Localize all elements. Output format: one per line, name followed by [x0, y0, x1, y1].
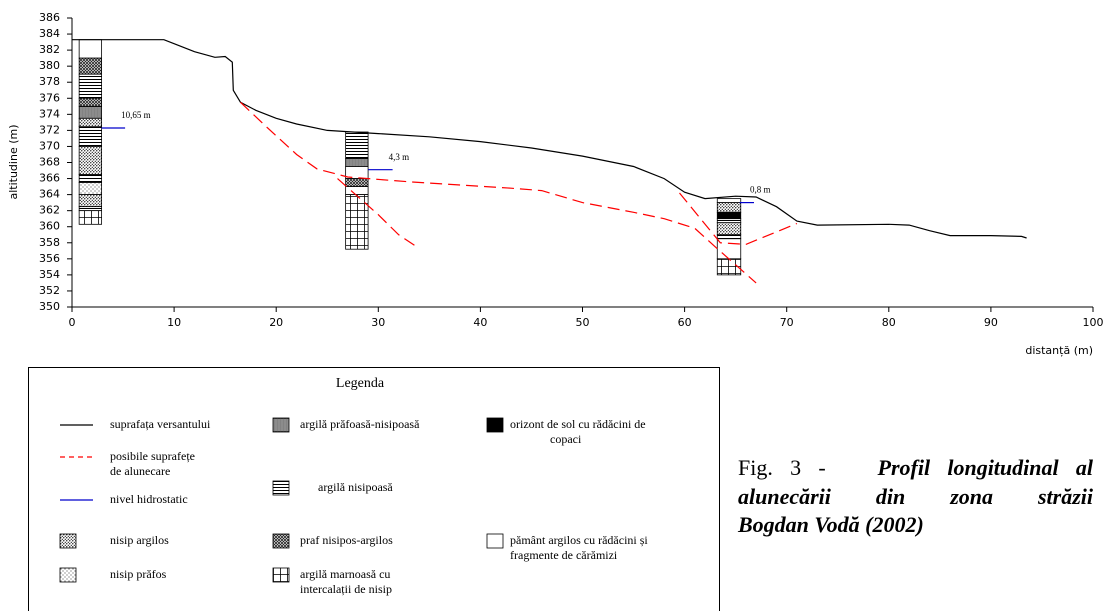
legend-label: nisip prăfos — [110, 567, 167, 581]
x-tick-label: 70 — [780, 316, 794, 329]
y-tick-label: 384 — [39, 27, 60, 40]
borehole-layer — [79, 126, 101, 146]
legend-label: de alunecare — [110, 464, 170, 478]
borehole-layer — [717, 203, 740, 213]
caption-line: alunecării din zona străzii — [738, 483, 1093, 512]
y-tick-label: 366 — [39, 172, 60, 185]
borehole-layer — [79, 183, 101, 195]
y-tick-label: 354 — [39, 268, 60, 281]
legend-label: copaci — [550, 432, 582, 446]
legend-symbol — [273, 568, 289, 582]
borehole-layer — [346, 179, 368, 187]
y-tick-label: 378 — [39, 75, 60, 88]
borehole-layer — [79, 175, 101, 183]
y-tick-label: 350 — [39, 300, 60, 313]
legend-symbol — [273, 481, 289, 495]
legend-symbol — [60, 534, 76, 548]
x-tick-label: 0 — [69, 316, 76, 329]
x-axis-label: distanță (m) — [1025, 344, 1093, 357]
legend-symbol — [487, 418, 503, 432]
y-tick-label: 370 — [39, 139, 60, 152]
y-tick-label: 372 — [39, 123, 60, 136]
y-tick-label: 362 — [39, 204, 60, 217]
legend-symbol — [60, 568, 76, 582]
water-level-label: 0,8 m — [750, 185, 771, 195]
borehole-layer — [79, 146, 101, 174]
legend-label: nisip argilos — [110, 533, 169, 547]
y-tick-label: 386 — [39, 11, 60, 24]
y-tick-label: 368 — [39, 156, 60, 169]
borehole-layer — [79, 207, 101, 211]
caption-text: Bogdan Vodă (2002) — [738, 512, 924, 537]
y-tick-label: 356 — [39, 252, 60, 265]
caption-label: Fig. 3 - — [738, 455, 826, 480]
y-tick-label: 382 — [39, 43, 60, 56]
x-tick-label: 60 — [678, 316, 692, 329]
x-tick-label: 30 — [371, 316, 385, 329]
caption: Fig. 3 - Profil longitudinal al alunecăr… — [738, 454, 1093, 540]
borehole-layer — [79, 98, 101, 106]
y-tick-label: 352 — [39, 284, 60, 297]
legend-label: suprafața versantului — [110, 417, 211, 431]
caption-text: Profil longitudinal al — [878, 455, 1093, 480]
legend-label: pământ argilos cu rădăcini și — [510, 533, 648, 547]
borehole-layer — [717, 235, 740, 239]
legend-label: intercalații de nisip — [300, 582, 392, 596]
legend-symbol — [273, 534, 289, 548]
y-tick-label: 376 — [39, 91, 60, 104]
y-tick-label: 380 — [39, 59, 60, 72]
borehole-layer — [717, 212, 740, 218]
borehole-layer — [79, 118, 101, 126]
borehole-layer — [79, 74, 101, 98]
borehole-layer — [346, 158, 368, 166]
x-tick-label: 10 — [167, 316, 181, 329]
legend-label: argilă prăfoasă-nisipoasă — [300, 417, 420, 431]
x-tick-label: 20 — [269, 316, 283, 329]
legend-label: posibile suprafețe — [110, 449, 195, 463]
x-tick-label: 100 — [1083, 316, 1104, 329]
legend-label: argilă nisipoasă — [318, 480, 393, 494]
borehole-layer — [717, 219, 740, 223]
x-tick-label: 40 — [473, 316, 487, 329]
caption-line: Fig. 3 - Profil longitudinal al — [738, 454, 1093, 483]
legend-label: praf nisipos-argilos — [300, 533, 393, 547]
borehole-layer — [79, 211, 101, 225]
borehole-layer — [79, 106, 101, 118]
page: altitudine (m) distanță (m) Legenda 350 3… — [0, 0, 1105, 611]
borehole-layer — [346, 187, 368, 195]
y-axis-label: altitudine (m) — [7, 124, 20, 199]
borehole-layer — [79, 195, 101, 207]
x-tick-label: 90 — [984, 316, 998, 329]
caption-line: Bogdan Vodă (2002) — [738, 511, 1093, 540]
y-tick-label: 360 — [39, 220, 60, 233]
water-level-label: 10,65 m — [121, 110, 151, 120]
water-level-label: 4,3 m — [389, 152, 410, 162]
borehole-layer — [717, 239, 740, 259]
borehole-layer — [717, 199, 740, 203]
legend-symbol — [273, 418, 289, 432]
legend-title: Legenda — [336, 376, 385, 391]
legend-symbol — [487, 534, 503, 548]
legend-label: fragmente de cărămizi — [510, 548, 618, 562]
y-tick-label: 374 — [39, 107, 60, 120]
series-line — [241, 102, 757, 283]
borehole-layer — [79, 58, 101, 74]
legend-label: argilă marnoasă cu — [300, 567, 390, 581]
caption-text: alunecării din zona străzii — [738, 484, 1093, 509]
series-line — [72, 40, 1027, 238]
legend-label: nivel hidrostatic — [110, 492, 188, 506]
y-tick-label: 358 — [39, 236, 60, 249]
borehole-layer — [79, 40, 101, 58]
borehole-layer — [346, 132, 368, 158]
y-tick-label: 364 — [39, 188, 60, 201]
x-tick-label: 80 — [882, 316, 896, 329]
borehole-layer — [717, 223, 740, 235]
x-tick-label: 50 — [576, 316, 590, 329]
legend-label: orizont de sol cu rădăcini de — [510, 417, 646, 431]
